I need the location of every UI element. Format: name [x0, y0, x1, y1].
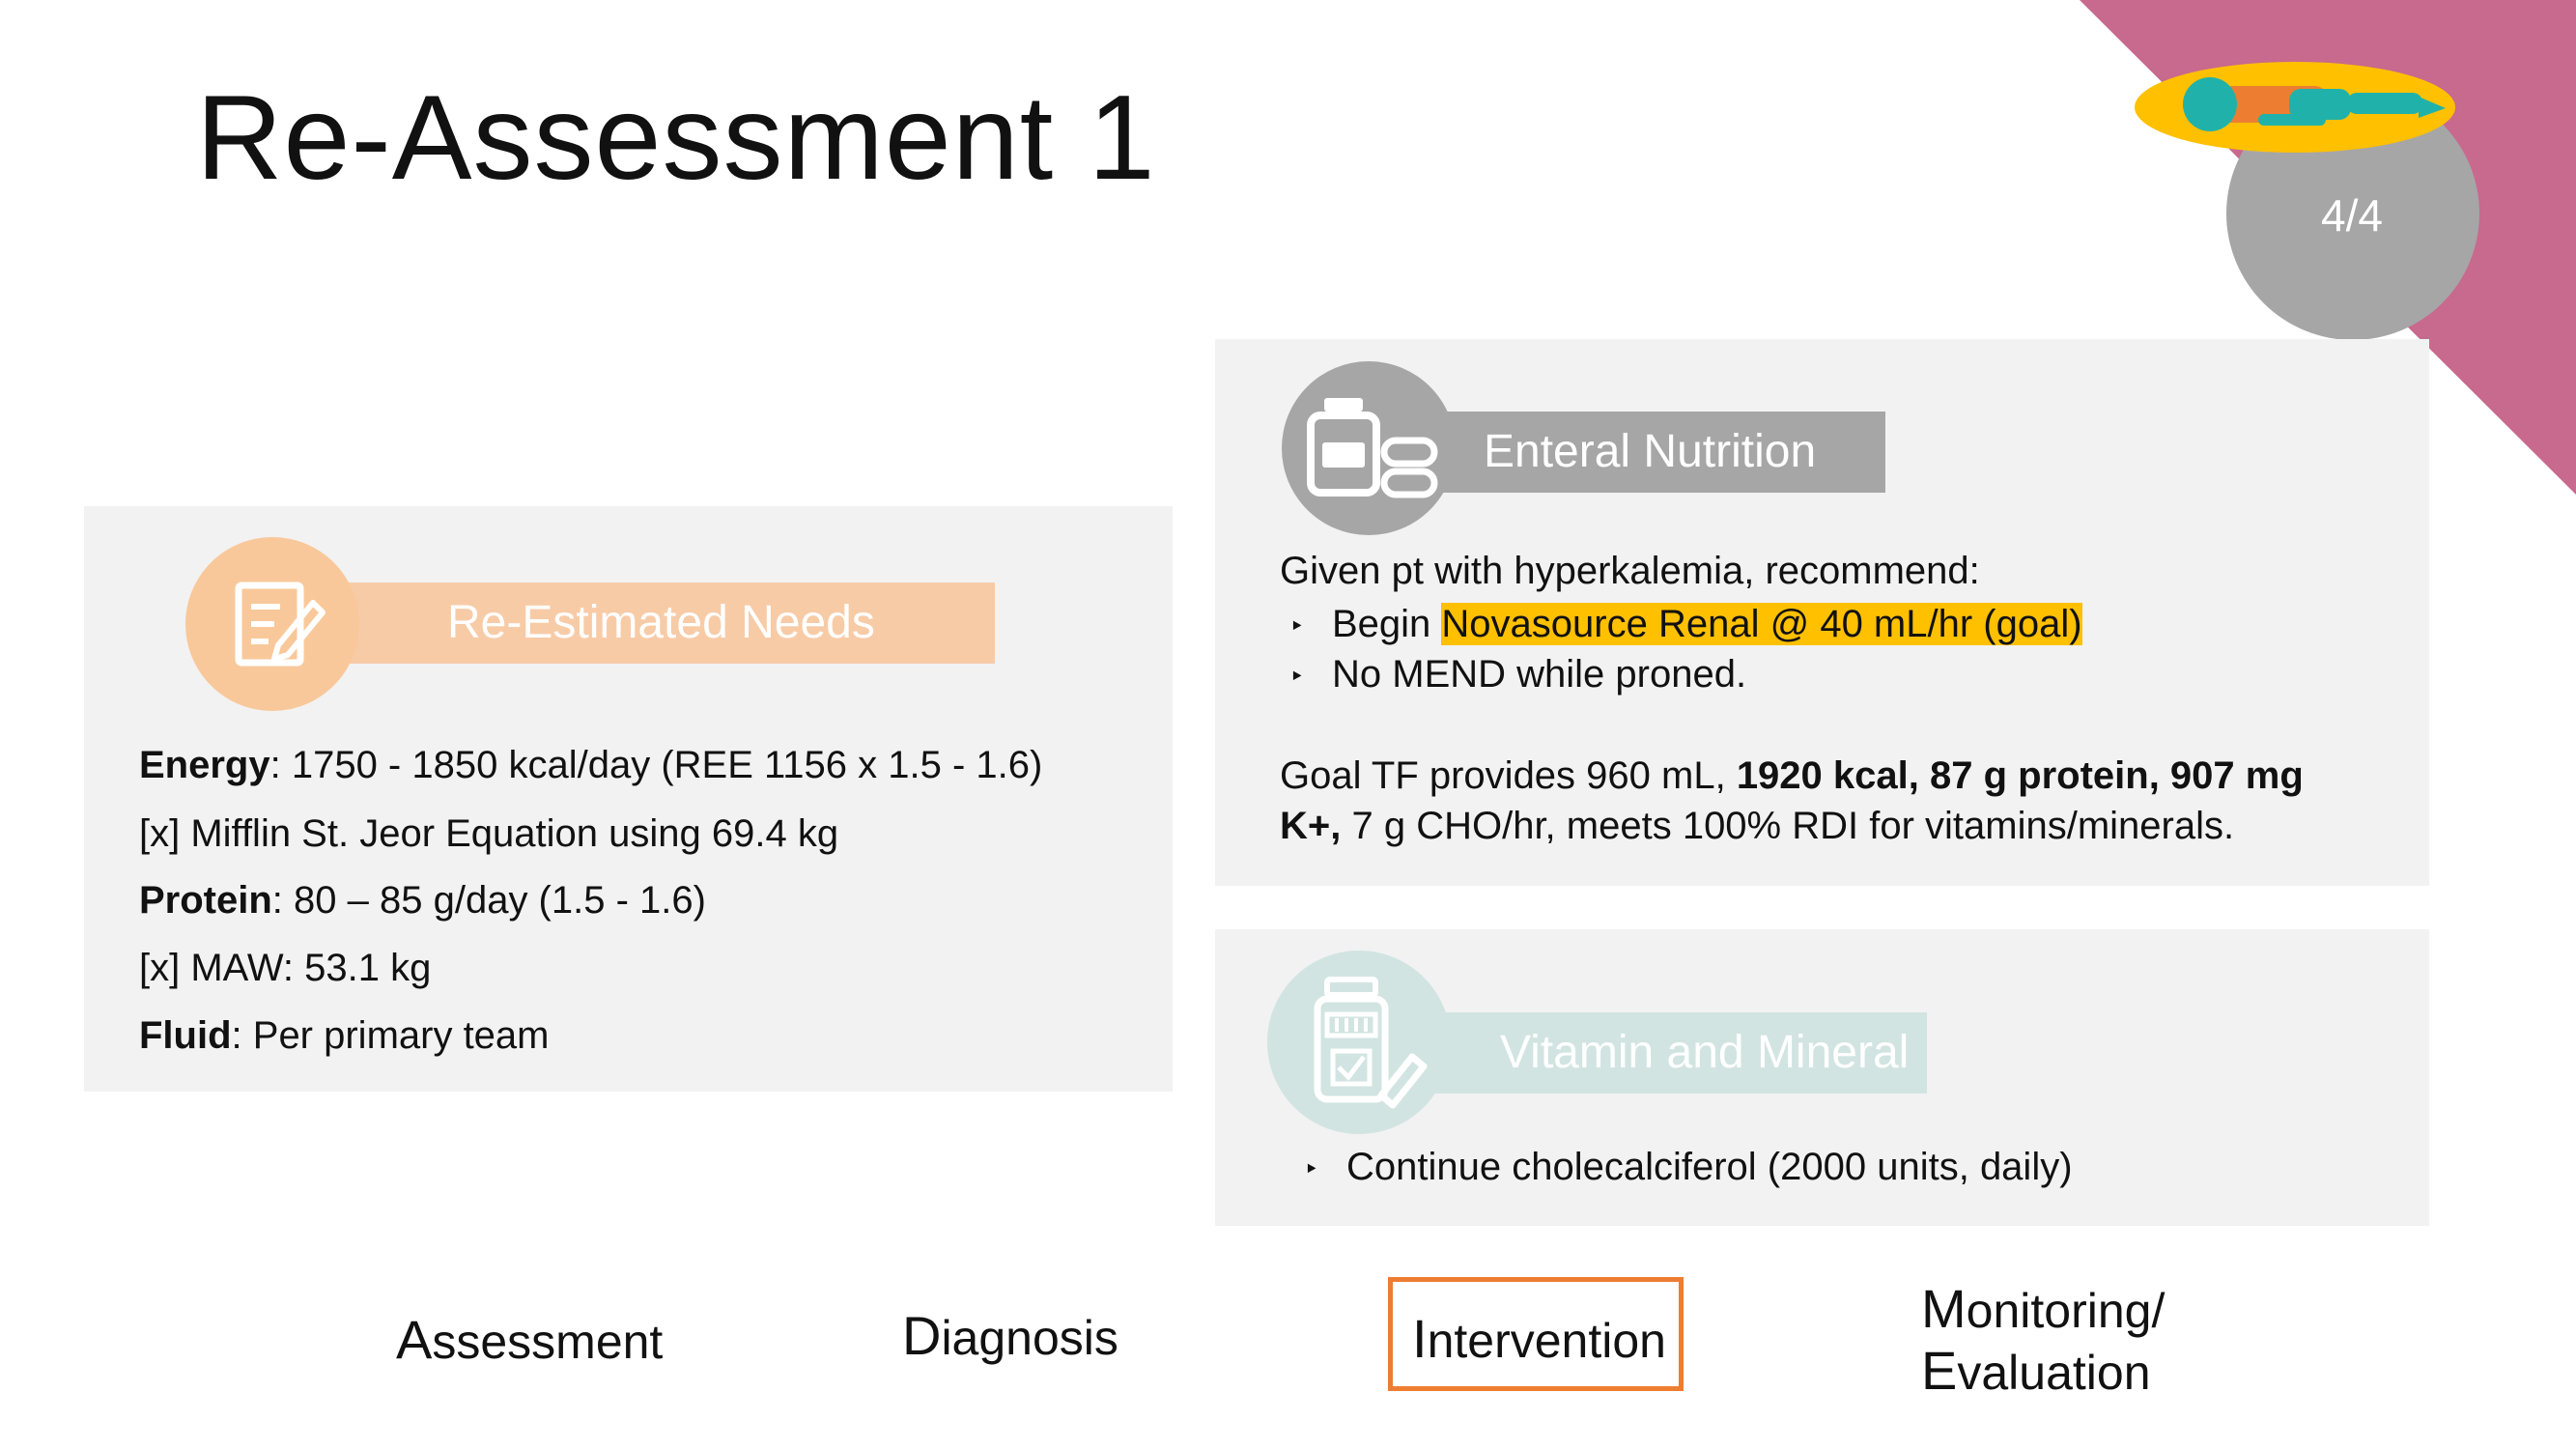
nav-monitoring-evaluation[interactable]: Monitoring/ Evaluation: [1921, 1279, 2165, 1403]
energy-note: [x] Mifflin St. Jeor Equation using 69.4…: [139, 812, 839, 855]
energy-label: Energy: [139, 744, 270, 786]
prone-patient-icon: [2135, 62, 2455, 153]
slide-badge: 4/4: [2321, 190, 2383, 241]
protein-line: Protein: 80 – 85 g/day (1.5 - 1.6): [139, 879, 706, 923]
goal-line-2-bold: K+,: [1280, 805, 1342, 847]
bullet-icon: ‣: [1304, 1153, 1319, 1183]
enteral-intro: Given pt with hyperkalemia, recommend:: [1280, 550, 1980, 592]
goal-line-1-plain: Goal TF provides 960 mL,: [1280, 754, 1737, 797]
vitamin-banner: Vitamin and Mineral: [1355, 1012, 1927, 1094]
protein-value: : 80 – 85 g/day (1.5 - 1.6): [271, 879, 706, 922]
vitamin-heading: Vitamin and Mineral: [1500, 1027, 1910, 1078]
goal-line-1: Goal TF provides 960 mL, 1920 kcal, 87 g…: [1280, 754, 2304, 798]
bullet-icon: ‣: [1289, 611, 1305, 640]
energy-value: : 1750 - 1850 kcal/day (REE 1156 x 1.5 -…: [269, 744, 1043, 786]
nav-diagnosis[interactable]: Diagnosis: [902, 1304, 1118, 1367]
nav-intervention-initial: I: [1412, 1308, 1428, 1369]
nav-assessment-initial: A: [396, 1309, 433, 1370]
nav-monitoring-initial: M: [1921, 1278, 1967, 1339]
supplement-bottle-icon: [1314, 977, 1428, 1109]
needs-icon-circle: [185, 537, 359, 711]
vitamin-icon-circle: [1267, 951, 1451, 1134]
nav-intervention-rest: ntervention: [1427, 1314, 1666, 1368]
enteral-panel: Enteral Nutrition Given pt with hyperkal…: [1215, 339, 2429, 886]
enteral-bullet-1-prefix: Begin: [1332, 603, 1442, 645]
nav-monitoring-rest: onitoring/: [1966, 1284, 2166, 1338]
page-title: Re-Assessment 1: [196, 71, 1156, 205]
nav-evaluation-rest: valuation: [1957, 1346, 2151, 1400]
nav-monitoring-line: Monitoring/: [1921, 1279, 2165, 1341]
enteral-bullet-2-text: No MEND while proned.: [1332, 653, 1747, 696]
enteral-bullet-1: ‣ Begin Novasource Renal @ 40 mL/hr (goal…: [1289, 603, 2082, 646]
nav-assessment[interactable]: Assessment: [396, 1308, 663, 1371]
needs-heading: Re-Estimated Needs: [447, 597, 875, 648]
bottle-pills-icon: [1307, 398, 1438, 498]
protein-label: Protein: [139, 879, 272, 922]
bullet-icon: ‣: [1289, 661, 1305, 691]
fluid-line: Fluid: Per primary team: [139, 1014, 550, 1058]
notepad-pencil-icon: [235, 582, 326, 667]
fluid-value: : Per primary team: [231, 1014, 550, 1057]
goal-line-2: K+, 7 g CHO/hr, meets 100% RDI for vitam…: [1280, 805, 2234, 848]
vitamin-panel: Vitamin and Mineral ‣ Continue cholecalci…: [1215, 929, 2429, 1226]
nav-diagnosis-initial: D: [902, 1305, 942, 1366]
nav-evaluation-initial: E: [1921, 1340, 1958, 1401]
enteral-bullet-2: ‣ No MEND while proned.: [1289, 653, 1746, 696]
enteral-heading: Enteral Nutrition: [1484, 426, 1817, 477]
goal-line-2-plain: 7 g CHO/hr, meets 100% RDI for vitamins/…: [1341, 805, 2235, 847]
vitamin-bullet-1-text: Continue cholecalciferol (2000 units, da…: [1346, 1146, 2073, 1188]
enteral-icon-circle: [1282, 361, 1456, 535]
protein-note: [x] MAW: 53.1 kg: [139, 947, 432, 989]
enteral-bullet-1-highlight: Novasource Renal @ 40 mL/hr (goal): [1441, 603, 2082, 645]
nav-diagnosis-rest: iagnosis: [941, 1311, 1118, 1365]
needs-banner: Re-Estimated Needs: [298, 582, 995, 664]
nav-evaluation-line: Evaluation: [1921, 1341, 2165, 1403]
fluid-label: Fluid: [139, 1014, 232, 1057]
nav-assessment-rest: ssessment: [432, 1315, 664, 1369]
energy-line: Energy: 1750 - 1850 kcal/day (REE 1156 x…: [139, 744, 1042, 787]
nav-intervention[interactable]: Intervention: [1388, 1277, 1684, 1391]
vitamin-bullet-1: ‣ Continue cholecalciferol (2000 units, d…: [1304, 1146, 2073, 1189]
goal-line-1-bold: 1920 kcal, 87 g protein, 907 mg: [1736, 754, 2304, 797]
needs-panel: Re-Estimated Needs Energy: 1750 - 1850 k…: [84, 506, 1173, 1092]
